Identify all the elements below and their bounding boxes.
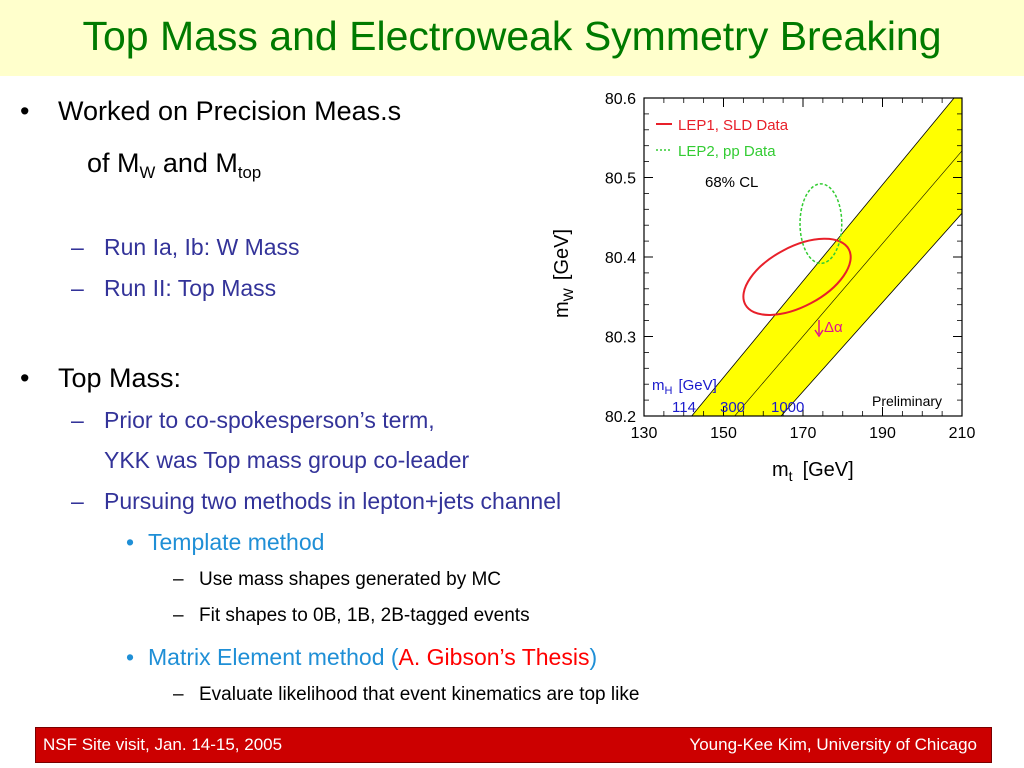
subscript-top: top bbox=[237, 162, 262, 182]
dash-marker: – bbox=[173, 605, 184, 626]
y-tick-label: 80.6 bbox=[605, 91, 636, 108]
mh-value-300: 300 bbox=[720, 399, 745, 416]
level4-bullet-mc: – Use mass shapes generated by MC bbox=[173, 567, 502, 593]
mh-value-114: 114 bbox=[672, 399, 696, 416]
x-tick-label: 130 bbox=[631, 425, 658, 442]
mh-value-1000: 1000 bbox=[771, 399, 804, 416]
dash-marker: – bbox=[71, 488, 84, 514]
slide-title: Top Mass and Electroweak Symmetry Breaki… bbox=[82, 13, 942, 59]
sub-bullet-text: Run Ia, Ib: W Mass bbox=[104, 234, 300, 260]
sub-bullet-text: Run II: Top Mass bbox=[104, 275, 277, 301]
dash-marker: – bbox=[71, 407, 84, 433]
bullet-dot: • bbox=[20, 96, 30, 126]
sub-bullet-prior: – Prior to co-spokesperson’s term, bbox=[71, 405, 435, 435]
matrix-text: Matrix Element method ( bbox=[148, 644, 399, 670]
sub-bullet-pursuing: – Pursuing two methods in lepton+jets ch… bbox=[71, 486, 562, 516]
level4-text: Fit shapes to 0B, 1B, 2B-tagged events bbox=[199, 605, 530, 626]
y-tick-label: 80.2 bbox=[605, 409, 636, 426]
footer-bar: NSF Site visit, Jan. 14-15, 2005 Young-K… bbox=[35, 727, 992, 763]
thesis-link-text: A. Gibson’s Thesis bbox=[398, 644, 590, 670]
level4-text: Use mass shapes generated by MC bbox=[199, 569, 502, 590]
sub-bullet-text: Prior to co-spokesperson’s term, bbox=[104, 407, 435, 433]
sub-bullet-prior-line2: YKK was Top mass group co-leader bbox=[104, 445, 469, 475]
sub-bullet-run1: – Run Ia, Ib: W Mass bbox=[71, 232, 300, 262]
bullet-dot: • bbox=[20, 363, 30, 393]
text-of-m: of M bbox=[87, 148, 140, 178]
sub-bullet-text: YKK was Top mass group co-leader bbox=[104, 447, 470, 473]
mh-label: mH [GeV] bbox=[652, 377, 717, 397]
band-edge-mh114 bbox=[691, 98, 955, 416]
level4-bullet-fit: – Fit shapes to 0B, 1B, 2B-tagged events bbox=[173, 603, 530, 629]
bullet-precision-line2: of MW and Mtop bbox=[87, 146, 262, 182]
band-mid-mh300 bbox=[734, 150, 962, 416]
x-axis-label: mt [GeV] bbox=[772, 459, 854, 484]
sub-sub-bullet-template: • Template method bbox=[126, 527, 325, 557]
dash-marker: – bbox=[71, 275, 84, 301]
dash-marker: – bbox=[71, 234, 84, 260]
sub-bullet-text: Pursuing two methods in lepton+jets chan… bbox=[104, 488, 562, 514]
legend-lep2: LEP2, pp Data bbox=[678, 143, 776, 160]
band-edge-mh1000 bbox=[780, 212, 962, 416]
y-tick-label: 80.4 bbox=[605, 250, 636, 267]
level4-text: Evaluate likelihood that event kinematic… bbox=[199, 684, 640, 705]
subscript-w: W bbox=[139, 162, 156, 182]
bullet-dot: • bbox=[126, 529, 135, 555]
bullet-dot: • bbox=[126, 644, 135, 670]
x-tick-label: 190 bbox=[869, 425, 896, 442]
title-bar bbox=[0, 0, 1024, 76]
sub-sub-bullet-matrix: • Matrix Element method (A. Gibson’s The… bbox=[126, 642, 598, 672]
cl-label: 68% CL bbox=[705, 174, 758, 191]
text-and-m: and M bbox=[155, 148, 238, 178]
sm-band bbox=[691, 98, 962, 416]
y-tick-label: 80.5 bbox=[605, 171, 636, 188]
x-tick-label: 210 bbox=[949, 425, 976, 442]
bullet-precision: • Worked on Precision Meas.s bbox=[20, 94, 402, 128]
delta-alpha-label: Δα bbox=[824, 319, 843, 336]
y-tick-label: 80.3 bbox=[605, 330, 636, 347]
preliminary-label: Preliminary bbox=[872, 393, 942, 409]
legend-lep1: LEP1, SLD Data bbox=[678, 117, 789, 134]
sub-bullet-run2: – Run II: Top Mass bbox=[71, 273, 277, 303]
lep2-ellipse bbox=[799, 183, 843, 265]
dash-marker: – bbox=[173, 569, 184, 590]
mw-vs-mt-plot: 130 150 170 190 210 80.2 80.3 80.4 80.5 80.6 mW[G… bbox=[551, 91, 976, 484]
sub-sub-bullet-text: Template method bbox=[148, 529, 325, 555]
x-tick-label: 170 bbox=[790, 425, 817, 442]
level4-bullet-likelihood: – Evaluate likelihood that event kinemat… bbox=[173, 682, 640, 708]
footer-left: NSF Site visit, Jan. 14-15, 2005 bbox=[43, 735, 283, 754]
lep1-ellipse bbox=[742, 237, 852, 316]
y-axis-label: mW[GeV] bbox=[551, 229, 576, 318]
matrix-text-close: ) bbox=[589, 644, 598, 670]
footer-right: Young-Kee Kim, University of Chicago bbox=[689, 735, 977, 754]
bullet-top-mass: • Top Mass: bbox=[20, 361, 182, 395]
bullet-text: Worked on Precision Meas.s bbox=[58, 96, 402, 126]
delta-alpha-arrowhead bbox=[814, 329, 824, 338]
bullet-text: Top Mass: bbox=[58, 363, 182, 393]
dash-marker: – bbox=[173, 684, 184, 705]
x-tick-label: 150 bbox=[710, 425, 737, 442]
